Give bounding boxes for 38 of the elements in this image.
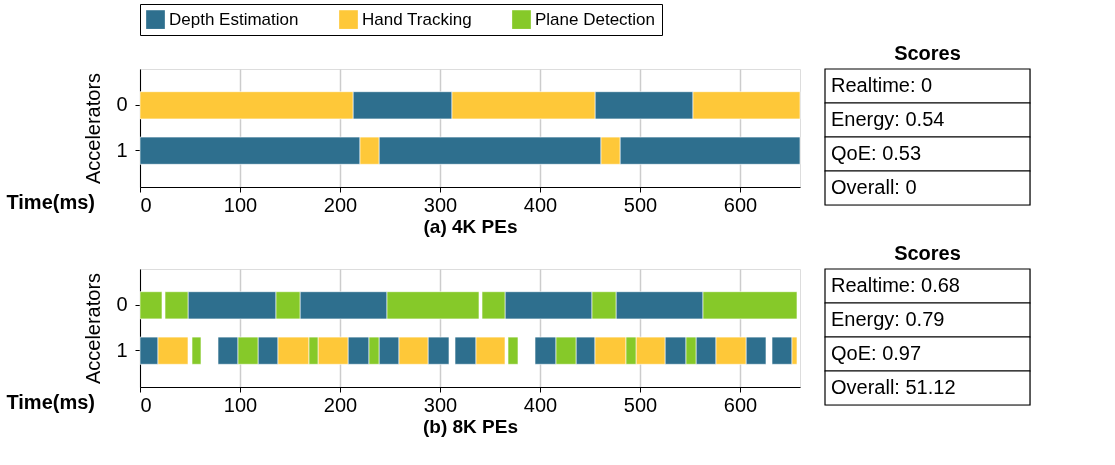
legend-label: Hand Tracking xyxy=(362,9,472,29)
x-tick-label: 100 xyxy=(223,193,258,216)
y-tick-label: 1 xyxy=(116,338,128,361)
x-tick-label: 400 xyxy=(523,393,558,416)
text: Energy: 0.54 xyxy=(831,108,945,130)
y-axis-title: Accelerators xyxy=(82,72,105,185)
text: Scores xyxy=(894,242,961,265)
x-tick-label: 400 xyxy=(523,193,558,216)
legend-label: Depth Estimation xyxy=(169,9,299,29)
text: Overall: 0 xyxy=(831,176,917,198)
x-axis-title: (a) 4K PEs xyxy=(423,215,518,237)
text: Realtime: 0.68 xyxy=(831,274,960,296)
text: Time(ms) xyxy=(6,391,95,413)
x-tick-label: 600 xyxy=(723,393,758,416)
text: QoE: 0.53 xyxy=(831,142,922,164)
x-tick-label: 100 xyxy=(223,393,258,416)
x-tick-label: 500 xyxy=(623,193,658,216)
bar xyxy=(191,336,202,365)
text: Scores xyxy=(894,42,961,65)
y-tick-label: 1 xyxy=(116,138,128,161)
x-tick-label: 300 xyxy=(423,193,458,216)
y-axis-title: Accelerators xyxy=(82,272,105,385)
x-tick-label: 0 xyxy=(140,193,152,216)
x-tick-label: 600 xyxy=(723,193,758,216)
text: Energy: 0.79 xyxy=(831,308,945,330)
x-tick-label: 300 xyxy=(423,393,458,416)
text: Time(ms) xyxy=(6,191,95,213)
x-tick-label: 200 xyxy=(323,393,358,416)
x-tick-label: 0 xyxy=(140,393,152,416)
x-axis-title: (b) 8K PEs xyxy=(422,415,519,437)
x-tick-label: 500 xyxy=(623,393,658,416)
text: QoE: 0.97 xyxy=(831,342,922,364)
y-tick-label: 0 xyxy=(116,293,128,316)
text: Overall: 51.12 xyxy=(831,376,956,398)
y-tick-label: 0 xyxy=(116,93,128,116)
legend-label: Plane Detection xyxy=(535,9,656,29)
x-tick-label: 200 xyxy=(323,193,358,216)
text: Realtime: 0 xyxy=(831,74,933,96)
